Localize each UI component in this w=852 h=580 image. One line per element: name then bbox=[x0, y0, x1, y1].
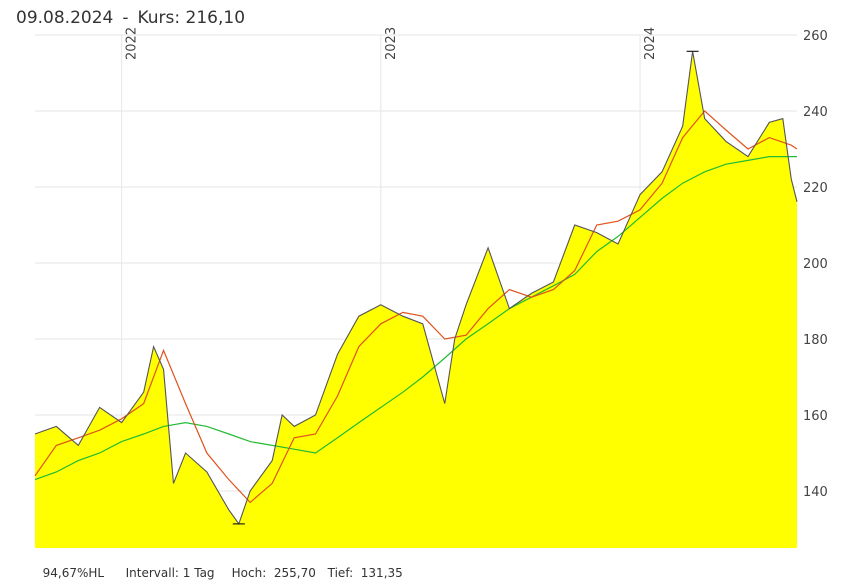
y-tick-label: 260 bbox=[803, 29, 828, 44]
price-line bbox=[34, 51, 798, 526]
x-tick-label: 2024 bbox=[643, 27, 658, 60]
x-tick-label: 2023 bbox=[384, 27, 399, 60]
y-tick-label: 240 bbox=[803, 105, 828, 120]
y-tick-label: 180 bbox=[803, 333, 828, 348]
moving-average-fast-line bbox=[34, 110, 798, 504]
footer-hl: 94,67%HL bbox=[42, 566, 105, 580]
y-tick-label: 220 bbox=[803, 181, 828, 196]
header-separator: - bbox=[122, 8, 129, 28]
footer-interval: Intervall: 1 Tag bbox=[125, 566, 215, 580]
y-tick-label: 140 bbox=[803, 485, 828, 500]
header-date: 09.08.2024 bbox=[16, 8, 114, 28]
price-area-fill bbox=[35, 51, 797, 549]
header-price: Kurs: 216,10 bbox=[137, 8, 246, 28]
footer-high: Hoch: 255,70 bbox=[231, 566, 316, 580]
y-tick-label: 160 bbox=[803, 409, 828, 424]
moving-average-slow-line bbox=[34, 156, 797, 481]
footer-low: Tief: 131,35 bbox=[327, 566, 403, 580]
x-tick-label: 2022 bbox=[125, 27, 140, 60]
chart-header: 09.08.2024- Kurs: 216,10 bbox=[16, 8, 245, 28]
y-tick-label: 200 bbox=[803, 257, 828, 272]
chart-footer: 94,67%HL Intervall: 1 Tag Hoch: 255,70 Tief… bbox=[35, 552, 403, 580]
